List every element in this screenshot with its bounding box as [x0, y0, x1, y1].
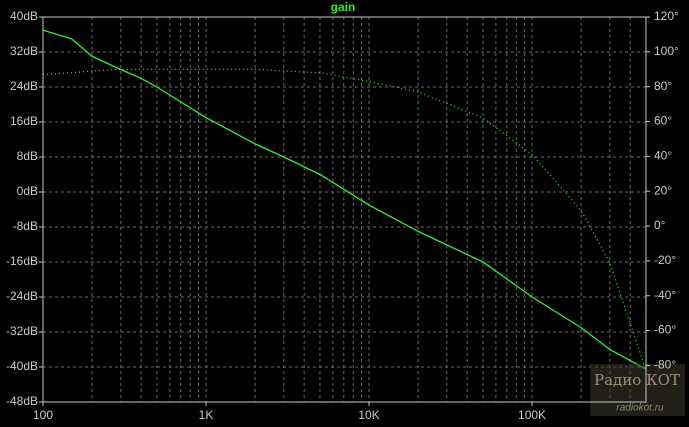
- y-tick-label: 8dB: [17, 149, 38, 163]
- watermark-box: [590, 364, 685, 416]
- plot-frame: [42, 16, 647, 403]
- x-tick-label: 100: [33, 408, 53, 422]
- y-tick-label: 0dB: [17, 184, 38, 198]
- y-tick-label: 16dB: [10, 114, 38, 128]
- y-tick-label: -32dB: [6, 324, 38, 338]
- y2-tick-label: 80°: [654, 79, 672, 93]
- x-tick-label: 1K: [199, 408, 214, 422]
- y2-tick-label: 120°: [654, 9, 679, 23]
- watermark-url: radiokot.ru: [616, 403, 664, 414]
- y-tick-label: -48dB: [6, 394, 38, 408]
- y2-tick-label: -20°: [654, 253, 676, 267]
- y2-tick-label: 60°: [654, 114, 672, 128]
- y-tick-label: -24dB: [6, 289, 38, 303]
- y2-tick-label: -60°: [654, 323, 676, 337]
- y-tick-label: -16dB: [6, 254, 38, 268]
- y-tick-label: 32dB: [10, 44, 38, 58]
- y2-tick-label: 0°: [654, 218, 666, 232]
- y-tick-label: 24dB: [10, 79, 38, 93]
- y2-tick-label: -80°: [654, 358, 676, 372]
- x-tick-label: 100K: [518, 408, 546, 422]
- series-line: [42, 68, 647, 371]
- y-tick-label: -8dB: [13, 219, 38, 233]
- y2-tick-label: 40°: [654, 149, 672, 163]
- y-tick-label: -40dB: [6, 359, 38, 373]
- y-tick-label: 40dB: [10, 9, 38, 23]
- y2-tick-label: 20°: [654, 183, 672, 197]
- chart-title: gain: [331, 0, 356, 14]
- x-tick-label: 10K: [358, 408, 379, 422]
- y2-tick-label: 100°: [654, 44, 679, 58]
- watermark-logo: Радио КОТ: [594, 371, 680, 389]
- y2-tick-label: -40°: [654, 288, 676, 302]
- series-line: [42, 29, 647, 370]
